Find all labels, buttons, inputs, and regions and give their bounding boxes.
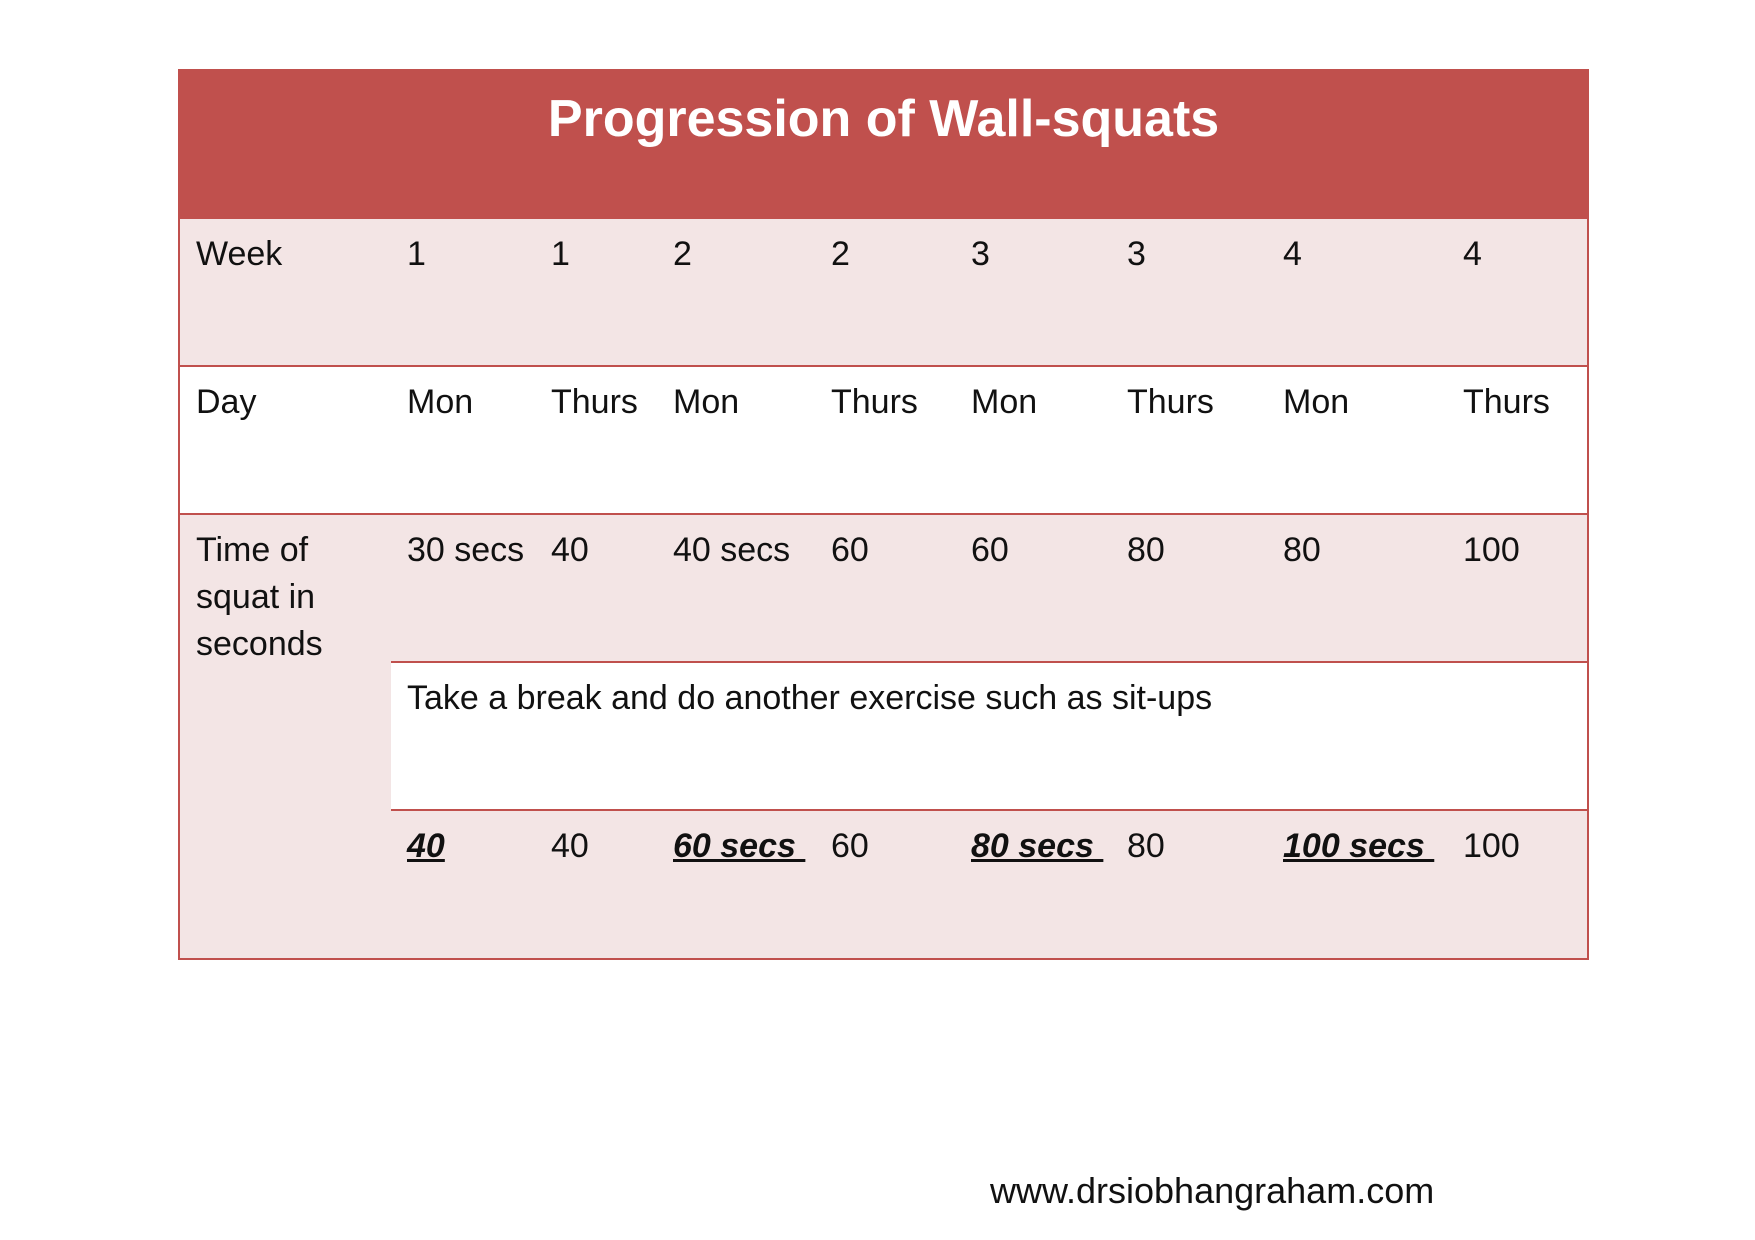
time-cell-emphasized: 100 secs (1267, 809, 1447, 959)
week-label: Week (179, 217, 391, 366)
time-cell: 80 (1111, 809, 1267, 959)
time-cell: 100 (1447, 809, 1589, 959)
day-cell: Thurs (1447, 365, 1589, 514)
time-cell: 100 (1447, 513, 1589, 662)
time-cell: 80 (1267, 513, 1447, 662)
time-cell: 40 (535, 809, 657, 959)
time-cell: 60 (815, 809, 955, 959)
day-cell: Mon (657, 365, 815, 514)
week-cell: 2 (657, 217, 815, 366)
day-cell: Mon (955, 365, 1111, 514)
emphasized-time: 80 secs (971, 827, 1104, 865)
time-cell-emphasized: 60 secs (657, 809, 815, 959)
emphasized-time: 60 secs (673, 827, 806, 865)
day-label: Day (179, 365, 391, 514)
day-cell: Thurs (1111, 365, 1267, 514)
time-cell: 30 secs (391, 513, 535, 662)
time-second-set-row: 40 40 60 secs 60 80 secs 80 100 secs 100 (179, 809, 1589, 959)
day-cell: Thurs (815, 365, 955, 514)
title-row: Progression of Wall-squats (179, 70, 1589, 218)
week-cell: 1 (535, 217, 657, 366)
week-cell: 4 (1267, 217, 1447, 366)
week-cell: 3 (1111, 217, 1267, 366)
day-cell: Thurs (535, 365, 657, 514)
time-cell: 40 secs (657, 513, 815, 662)
time-cell-emphasized: 40 (391, 809, 535, 959)
time-cell: 60 (955, 513, 1111, 662)
wall-squat-progression-table: Progression of Wall-squats Week 1 1 2 2 … (178, 69, 1590, 960)
time-cell: 60 (815, 513, 955, 662)
week-cell: 2 (815, 217, 955, 366)
time-label: Time of squat in seconds (179, 513, 391, 959)
week-cell: 3 (955, 217, 1111, 366)
day-cell: Mon (1267, 365, 1447, 514)
emphasized-time: 40 (407, 827, 445, 865)
time-cell: 80 (1111, 513, 1267, 662)
week-row: Week 1 1 2 2 3 3 4 4 (179, 217, 1589, 366)
time-cell-emphasized: 80 secs (955, 809, 1111, 959)
week-cell: 1 (391, 217, 535, 366)
time-first-set-row: Time of squat in seconds 30 secs 40 40 s… (179, 513, 1589, 959)
website-url: www.drsiobhangraham.com (990, 1170, 1435, 1211)
break-note: Take a break and do another exercise suc… (391, 661, 1589, 810)
emphasized-time: 100 secs (1283, 827, 1435, 865)
time-cell: 40 (535, 513, 657, 662)
break-row: Take a break and do another exercise suc… (179, 661, 1589, 810)
day-row: Day Mon Thurs Mon Thurs Mon Thurs Mon Th… (179, 365, 1589, 514)
day-cell: Mon (391, 365, 535, 514)
week-cell: 4 (1447, 217, 1589, 366)
table-title: Progression of Wall-squats (179, 70, 1589, 218)
